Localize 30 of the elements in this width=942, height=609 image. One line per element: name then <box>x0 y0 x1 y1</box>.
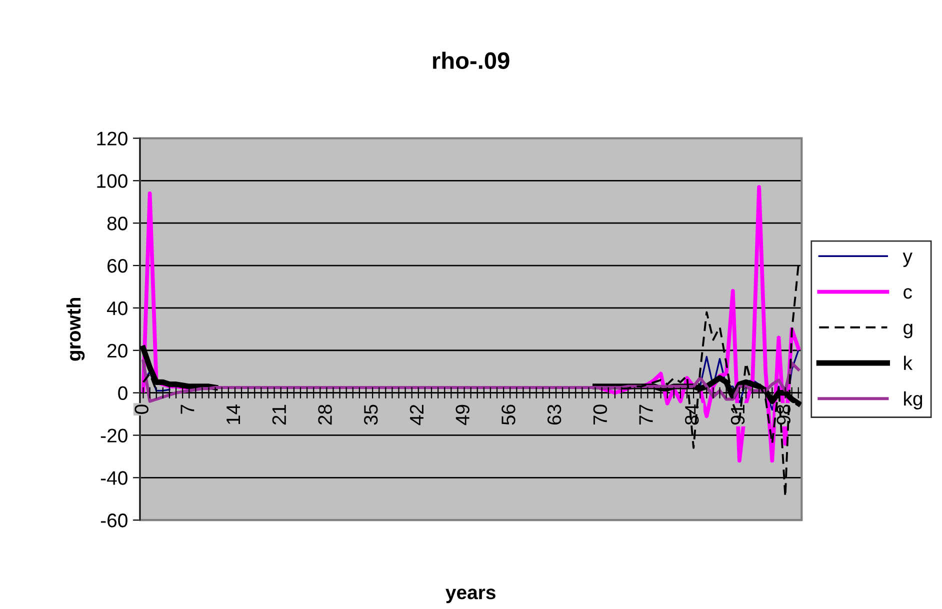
y-tick-label: 40 <box>106 301 128 316</box>
x-tick-label: 7 <box>180 404 194 414</box>
x-tick-label: 0 <box>134 404 148 414</box>
legend-label: k <box>904 356 913 370</box>
x-tick-label: 42 <box>410 404 424 426</box>
y-tick-label: 80 <box>107 216 128 230</box>
x-tick-label: 77 <box>639 404 653 425</box>
x-tick-label: 63 <box>547 404 562 425</box>
y-tick-label: 60 <box>108 258 128 273</box>
y-tick-label: 0 <box>118 386 128 400</box>
x-tick-label: 21 <box>272 404 286 425</box>
y-tick-label: 100 <box>97 174 128 188</box>
legend-label: g <box>904 324 912 338</box>
chart-title: rho-.09 <box>433 52 510 70</box>
x-tick-label: 70 <box>593 404 608 425</box>
x-tick-label: 49 <box>456 404 470 426</box>
y-tick-label: -60 <box>100 514 128 528</box>
y-tick-label: 20 <box>108 344 128 358</box>
y-tick-label: -40 <box>100 471 128 485</box>
y-tick-label: -20 <box>100 428 128 442</box>
y-tick-label: 120 <box>97 132 128 146</box>
legend-label: y <box>902 252 912 267</box>
x-tick-label: 35 <box>364 404 378 425</box>
x-axis-title: years <box>446 588 496 604</box>
legend-label: c <box>904 288 912 299</box>
x-tick-label: 56 <box>502 404 516 425</box>
legend-label: kg <box>904 391 922 410</box>
y-axis-title: growth <box>66 298 85 361</box>
x-tick-label: 14 <box>226 404 240 424</box>
x-tick-label: 28 <box>318 404 332 425</box>
